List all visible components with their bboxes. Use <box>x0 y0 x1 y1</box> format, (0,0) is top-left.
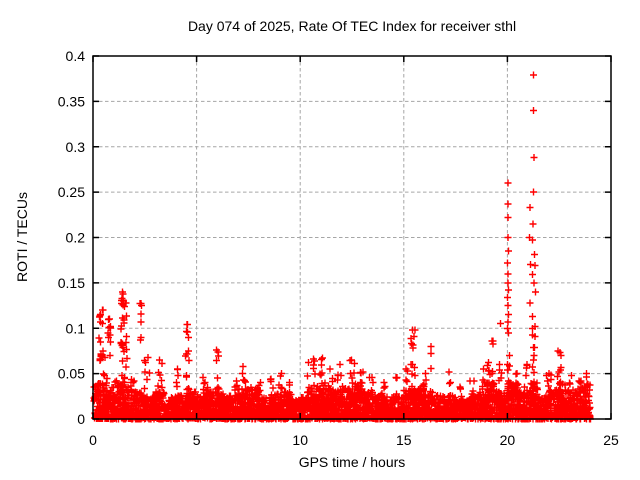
y-axis-label: ROTI / TECUs <box>14 192 30 282</box>
tick-labels: 0 5 10 15 20 25 0 0.05 0.1 0.15 0.2 0.25 0.3 0.35 0.4 <box>58 48 619 448</box>
y-tick-label: 0.2 <box>66 230 86 246</box>
x-tick-label: 15 <box>396 432 412 448</box>
y-tick-label: 0.35 <box>58 93 85 109</box>
x-tick-label: 0 <box>89 432 97 448</box>
y-tick-label: 0.3 <box>66 139 86 155</box>
y-tick-label: 0.05 <box>58 366 85 382</box>
x-tick-label: 10 <box>292 432 308 448</box>
x-axis-label: GPS time / hours <box>299 454 406 470</box>
gridlines <box>93 56 611 419</box>
tick-marks <box>92 55 612 420</box>
y-tick-label: 0.1 <box>66 320 86 336</box>
y-tick-label: 0 <box>77 411 85 427</box>
scatter-points <box>90 71 594 423</box>
x-tick-label: 20 <box>500 432 516 448</box>
y-tick-label: 0.25 <box>58 184 85 200</box>
chart-title: Day 074 of 2025, Rate Of TEC Index for r… <box>188 18 516 34</box>
x-tick-label: 5 <box>193 432 201 448</box>
y-tick-label: 0.4 <box>66 48 86 64</box>
y-tick-label: 0.15 <box>58 275 85 291</box>
x-tick-label: 25 <box>603 432 619 448</box>
